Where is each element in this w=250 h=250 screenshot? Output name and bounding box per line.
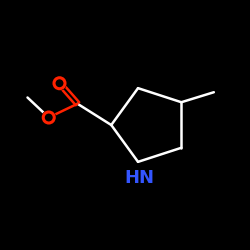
Text: HN: HN <box>124 169 154 187</box>
Circle shape <box>53 76 66 90</box>
Circle shape <box>42 111 56 124</box>
